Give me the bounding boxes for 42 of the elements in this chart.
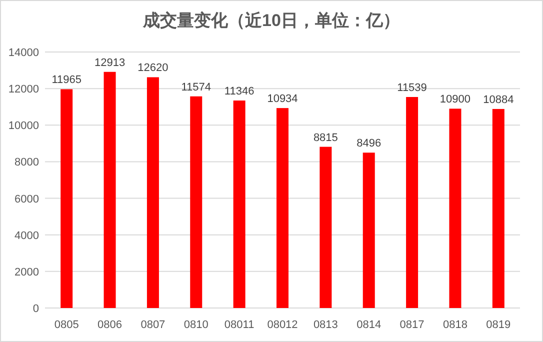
data-label: 12913 xyxy=(94,56,126,69)
bar xyxy=(320,146,332,308)
bar xyxy=(190,96,202,308)
data-label: 10934 xyxy=(267,93,298,106)
bar xyxy=(146,77,159,308)
y-tick-label: 2000 xyxy=(14,266,39,278)
x-tick-label: 0813 xyxy=(313,319,338,331)
bar xyxy=(449,108,462,308)
data-label: 11539 xyxy=(397,82,427,94)
x-tick-label: 0806 xyxy=(98,319,122,331)
x-tick-label: 0818 xyxy=(442,319,468,331)
x-tick-label: 0807 xyxy=(140,319,166,331)
data-label: 12620 xyxy=(138,62,168,74)
y-tick-label: 6000 xyxy=(14,193,39,206)
data-label: 10884 xyxy=(483,94,514,106)
bar xyxy=(492,108,504,308)
data-label: 8815 xyxy=(313,132,338,144)
y-tick-label: 10000 xyxy=(8,120,39,132)
bar xyxy=(276,108,288,308)
bar xyxy=(362,152,375,308)
bar xyxy=(60,89,73,308)
bar xyxy=(406,97,418,308)
x-tick-label: 0805 xyxy=(54,319,79,331)
bar xyxy=(104,72,116,308)
x-tick-label: 0810 xyxy=(184,319,208,331)
x-tick-label: 0814 xyxy=(356,319,382,331)
x-tick-label: 0819 xyxy=(486,319,511,331)
x-tick-label: 08011 xyxy=(224,319,254,331)
data-label: 11965 xyxy=(52,74,82,86)
chart-title: 成交量变化（近10日，单位：亿） xyxy=(142,11,400,30)
y-tick-label: 0 xyxy=(32,303,39,315)
x-tick-label: 08012 xyxy=(267,319,298,331)
bar xyxy=(233,100,246,308)
y-tick-label: 4000 xyxy=(14,230,39,242)
data-label: 11346 xyxy=(224,86,254,98)
data-label: 10900 xyxy=(440,94,471,106)
x-tick-label: 0817 xyxy=(400,319,424,331)
data-label: 8496 xyxy=(356,138,382,150)
y-tick-label: 8000 xyxy=(14,156,39,169)
data-label: 11574 xyxy=(181,81,212,94)
y-tick-label: 14000 xyxy=(8,47,39,59)
y-tick-label: 12000 xyxy=(8,84,39,96)
